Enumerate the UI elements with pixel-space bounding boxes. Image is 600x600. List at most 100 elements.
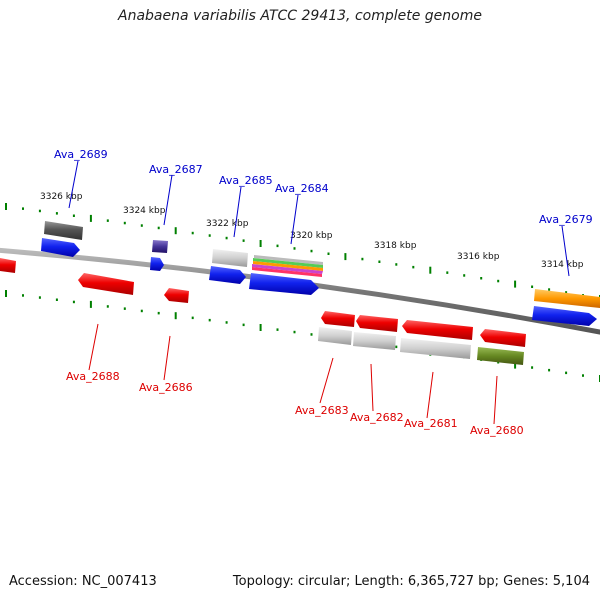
minor-tick	[548, 288, 551, 291]
minor-tick	[72, 300, 75, 304]
major-tick	[174, 227, 177, 235]
minor-tick	[310, 249, 313, 253]
minor-tick	[395, 263, 398, 266]
minor-tick	[327, 252, 330, 255]
reverse-leader-lines	[88, 323, 498, 425]
major-tick	[514, 280, 517, 288]
label-Ava_2689[interactable]: Ava_2689	[54, 148, 108, 161]
minor-tick	[446, 271, 449, 274]
minor-tick	[157, 226, 160, 230]
gene-Ava_2687[interactable]	[150, 257, 164, 271]
label-Ava_2688[interactable]: Ava_2688	[66, 370, 120, 383]
minor-tick	[531, 285, 534, 288]
gene-Ava_2686[interactable]	[164, 288, 189, 303]
gene-feature[interactable]	[44, 221, 83, 240]
forward-strand-features	[41, 221, 600, 326]
kbp-scale-labels: 3326 kbp 3324 kbp 3322 kbp 3320 kbp 3318…	[40, 192, 584, 270]
kbp-label-3316: 3316 kbp	[457, 252, 500, 262]
minor-tick	[480, 277, 483, 280]
minor-tick	[140, 224, 143, 227]
minor-tick	[531, 366, 534, 369]
gene-feature[interactable]	[400, 338, 471, 359]
label-Ava_2687[interactable]: Ava_2687	[149, 163, 203, 176]
minor-tick	[191, 316, 194, 320]
minor-tick	[123, 307, 126, 310]
major-tick	[259, 324, 262, 331]
minor-tick	[293, 330, 296, 334]
minor-tick	[22, 294, 24, 297]
label-Ava_2684[interactable]: Ava_2684	[275, 182, 329, 195]
reverse-gene-labels: Ava_2688 Ava_2686 Ava_2683 Ava_2682 Ava_…	[66, 370, 524, 437]
label-Ava_2682[interactable]: Ava_2682	[350, 411, 404, 424]
gene-feature[interactable]	[152, 240, 168, 253]
map-title: Anabaena variabilis ATCC 29413, complete…	[118, 8, 482, 24]
accession-text: Accession: NC_007413	[9, 574, 157, 589]
forward-gene-labels: Ava_2689 Ava_2687 Ava_2685 Ava_2684 Ava_…	[54, 148, 593, 226]
label-Ava_2681[interactable]: Ava_2681	[404, 417, 458, 430]
label-Ava_2680[interactable]: Ava_2680	[470, 424, 524, 437]
gene-Ava_2684[interactable]	[249, 273, 319, 295]
minor-tick	[548, 368, 551, 372]
minor-tick	[157, 311, 160, 315]
gene-feature[interactable]	[534, 289, 600, 308]
minor-tick	[276, 328, 279, 331]
major-tick	[89, 214, 92, 222]
gene-Ava_2680[interactable]	[480, 329, 526, 347]
gene-feature[interactable]	[0, 258, 16, 273]
gene-Ava_2685[interactable]	[209, 266, 246, 284]
minor-tick	[310, 333, 313, 336]
minor-tick	[395, 345, 398, 349]
gene-feature[interactable]	[477, 347, 524, 365]
gene-Ava_2682[interactable]	[356, 315, 398, 332]
major-tick	[514, 361, 517, 369]
minor-tick	[378, 260, 381, 263]
major-tick	[429, 266, 432, 274]
kbp-label-3326: 3326 kbp	[40, 192, 83, 202]
minor-tick	[208, 318, 211, 322]
minor-tick	[191, 231, 194, 235]
label-Ava_2683[interactable]: Ava_2683	[295, 404, 349, 417]
minor-tick	[38, 209, 41, 213]
major-tick	[259, 240, 262, 247]
minor-tick	[106, 305, 109, 308]
topology-text: Topology: circular; Length: 6,365,727 bp…	[232, 574, 590, 589]
minor-tick	[55, 298, 58, 301]
minor-tick	[412, 265, 415, 269]
minor-tick	[463, 274, 466, 277]
major-tick	[89, 300, 92, 308]
minor-tick	[55, 212, 58, 215]
minor-tick	[582, 374, 584, 377]
kbp-label-3322: 3322 kbp	[206, 219, 249, 229]
gene-feature[interactable]	[212, 249, 248, 267]
major-tick	[174, 312, 177, 320]
label-Ava_2686[interactable]: Ava_2686	[139, 381, 193, 394]
minor-tick	[565, 371, 568, 375]
minor-tick	[225, 321, 228, 324]
gene-Ava_2679[interactable]	[532, 306, 597, 326]
minor-tick	[497, 279, 500, 283]
minor-tick	[361, 257, 364, 261]
gene-Ava_2683[interactable]	[321, 311, 355, 327]
minor-tick	[123, 221, 126, 225]
label-Ava_2685[interactable]: Ava_2685	[219, 174, 273, 187]
minor-tick	[72, 214, 75, 217]
upper-tick-track	[5, 203, 600, 302]
minor-tick	[293, 247, 296, 250]
minor-tick	[208, 234, 211, 237]
minor-tick	[242, 323, 245, 327]
gene-Ava_2681[interactable]	[402, 320, 473, 340]
gene-Ava_2688[interactable]	[78, 273, 134, 295]
gene-feature[interactable]	[318, 327, 352, 345]
gene-Ava_2689[interactable]	[41, 238, 80, 257]
major-tick	[344, 253, 347, 261]
kbp-label-3324: 3324 kbp	[123, 206, 166, 216]
minor-tick	[225, 236, 228, 240]
gene-feature[interactable]	[353, 332, 396, 350]
minor-tick	[38, 296, 41, 299]
major-tick	[5, 203, 7, 210]
gene-feature-multicolor[interactable]	[252, 255, 323, 277]
label-Ava_2679[interactable]: Ava_2679	[539, 213, 593, 226]
minor-tick	[140, 309, 143, 313]
reverse-strand-features	[0, 258, 526, 365]
